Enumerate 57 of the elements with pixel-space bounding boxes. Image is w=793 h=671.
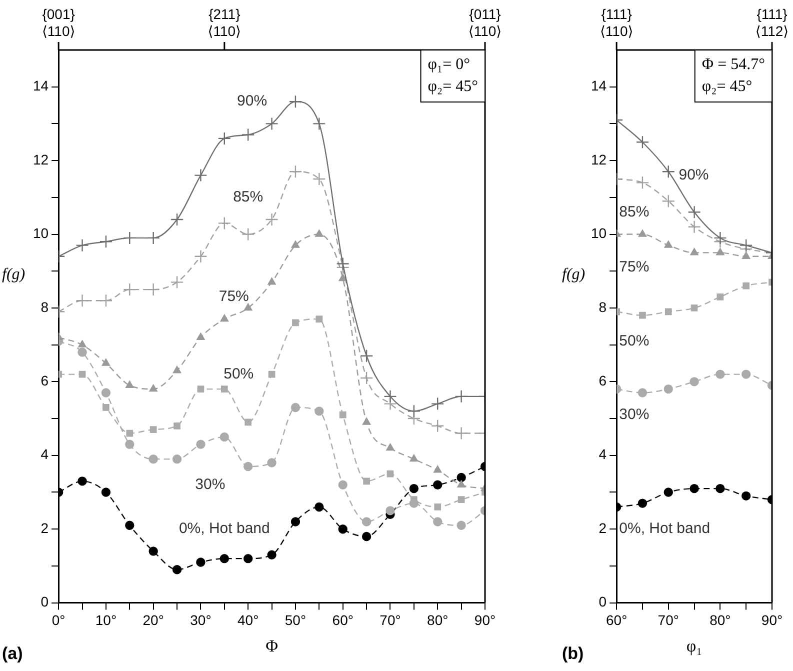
annotation: φ₂= 45°: [428, 78, 478, 96]
y-tick-label: 6: [40, 372, 49, 389]
series-label: 50%: [619, 332, 650, 350]
x-tick-label: 90°: [761, 612, 783, 628]
y-tick-label: 2: [598, 520, 607, 536]
series-label: 85%: [619, 203, 650, 220]
series-label: 75%: [218, 288, 249, 306]
y-tick-label: 12: [590, 151, 607, 168]
text: {001} ⟨110⟩: [42, 6, 76, 39]
y-tick-label: 8: [598, 298, 607, 315]
text: {011} ⟨110⟩: [468, 6, 502, 39]
y-tick-label: 4: [40, 446, 49, 462]
y-tick-label: 0: [40, 594, 49, 610]
y-tick-label: 8: [40, 298, 49, 315]
y-axis-title: f(g): [562, 266, 586, 284]
series-label: 0%, Hot band: [619, 520, 710, 538]
series-label: 50%: [224, 365, 254, 382]
x-tick-label: 60°: [332, 612, 354, 628]
y-tick-label: 6: [598, 372, 607, 389]
annotation: φ₁= 0°: [428, 56, 470, 74]
y-tick-label: 10: [32, 225, 49, 242]
series-label: 0%, Hot band: [178, 520, 270, 538]
x-tick-label: 80°: [710, 612, 731, 628]
annotation: φ₂= 45°: [702, 78, 752, 96]
text: {211} ⟨110⟩: [208, 6, 242, 39]
y-tick-label: 2: [40, 520, 49, 536]
x-axis-title: φ₁: [686, 636, 702, 656]
x-axis-title: Φ: [266, 636, 278, 656]
y-tick-label: 10: [590, 225, 607, 242]
x-tick-label: 20°: [142, 612, 164, 628]
x-tick-label: 10°: [95, 612, 117, 628]
series-label: 90%: [237, 92, 268, 110]
x-tick-label: 30°: [190, 612, 212, 628]
x-tick-label: 70°: [658, 612, 679, 628]
y-tick-label: 0: [598, 594, 607, 610]
text: (b): [562, 644, 584, 663]
y-axis-title: f(g): [2, 266, 26, 284]
series-label: 90%: [678, 166, 709, 184]
series-label: 85%: [233, 188, 264, 206]
x-tick-label: 90°: [474, 612, 496, 628]
y-tick-label: 14: [32, 78, 49, 94]
text: {111} ⟨110⟩: [600, 6, 634, 39]
text: {111} ⟨112⟩: [755, 6, 789, 39]
x-tick-label: 50°: [284, 612, 306, 628]
annotation: Φ = 54.7°: [702, 56, 766, 74]
series-label: 30%: [619, 406, 650, 423]
series-label: 75%: [619, 258, 650, 276]
x-tick-label: 70°: [380, 612, 401, 628]
y-tick-label: 4: [598, 446, 607, 462]
x-tick-label: 80°: [427, 612, 448, 628]
text: (a): [2, 644, 23, 663]
y-tick-label: 12: [32, 151, 49, 168]
x-tick-label: 0°: [52, 612, 66, 628]
x-tick-label: 60°: [606, 612, 628, 628]
series-label: 30%: [195, 476, 226, 494]
y-tick-label: 14: [590, 78, 607, 94]
x-tick-label: 40°: [238, 612, 259, 628]
